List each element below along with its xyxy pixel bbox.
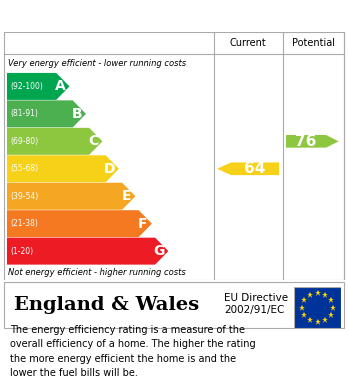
Polygon shape [7,238,168,265]
Text: (92-100): (92-100) [10,82,43,91]
Text: F: F [138,217,147,231]
Polygon shape [7,183,135,210]
Text: (21-38): (21-38) [10,219,38,228]
Polygon shape [7,100,86,127]
Polygon shape [7,210,152,237]
Text: Energy Efficiency Rating: Energy Efficiency Rating [10,9,220,23]
Text: (69-80): (69-80) [10,137,39,146]
Text: B: B [71,107,82,121]
Text: 64: 64 [244,161,266,176]
Polygon shape [217,162,279,175]
Text: (39-54): (39-54) [10,192,39,201]
Text: C: C [88,135,98,148]
Text: England & Wales: England & Wales [14,296,199,314]
Text: (55-68): (55-68) [10,164,39,173]
Text: A: A [55,79,65,93]
Text: G: G [153,244,165,258]
Text: The energy efficiency rating is a measure of the
overall efficiency of a home. T: The energy efficiency rating is a measur… [10,325,256,378]
Polygon shape [7,128,102,155]
Text: Not energy efficient - higher running costs: Not energy efficient - higher running co… [8,268,185,277]
Text: EU Directive
2002/91/EC: EU Directive 2002/91/EC [224,293,288,315]
Text: (1-20): (1-20) [10,247,33,256]
Polygon shape [7,73,70,100]
Text: (81-91): (81-91) [10,109,38,118]
Polygon shape [7,155,119,182]
Text: Potential: Potential [292,38,335,48]
Text: Current: Current [230,38,267,48]
Text: Very energy efficient - lower running costs: Very energy efficient - lower running co… [8,59,186,68]
Text: 76: 76 [295,134,317,149]
Text: D: D [104,162,116,176]
Text: E: E [121,189,131,203]
Polygon shape [286,135,339,148]
